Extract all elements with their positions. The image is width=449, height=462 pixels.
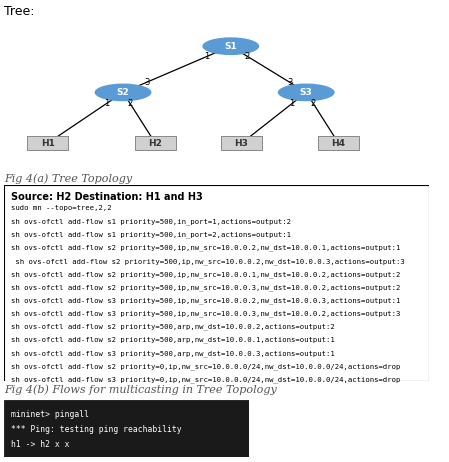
Text: 1: 1 xyxy=(204,52,210,61)
Text: sh ovs-ofctl add-flow s2 priority=500,ip,nw_src=10.0.0.1,nw_dst=10.0.0.2,actions: sh ovs-ofctl add-flow s2 priority=500,ip… xyxy=(11,271,400,278)
FancyBboxPatch shape xyxy=(4,185,429,381)
FancyBboxPatch shape xyxy=(318,136,359,150)
Text: sh ovs-ofctl add-flow s3 priority=0,ip,nw_src=10.0.0.0/24,nw_dst=10.0.0.0/24,act: sh ovs-ofctl add-flow s3 priority=0,ip,n… xyxy=(11,376,400,383)
Text: S3: S3 xyxy=(300,88,313,97)
Text: H3: H3 xyxy=(235,139,248,148)
Text: Fig 4(a) Tree Topology: Fig 4(a) Tree Topology xyxy=(4,173,132,184)
Text: sh ovs-ofctl add-flow s2 priority=500,ip,nw_src=10.0.0.2,nw_dst=10.0.0.1,actions: sh ovs-ofctl add-flow s2 priority=500,ip… xyxy=(11,245,400,251)
Text: H2: H2 xyxy=(149,139,162,148)
Text: Source: H2 Destination: H1 and H3: Source: H2 Destination: H1 and H3 xyxy=(11,192,202,202)
Text: sh ovs-ofctl add-flow s3 priority=500,ip,nw_src=10.0.0.3,nw_dst=10.0.0.2,actions: sh ovs-ofctl add-flow s3 priority=500,ip… xyxy=(11,310,400,317)
FancyBboxPatch shape xyxy=(4,400,249,457)
Text: Fig 4(b) Flows for multicasting in Tree Topology: Fig 4(b) Flows for multicasting in Tree … xyxy=(4,384,277,395)
Text: 3: 3 xyxy=(144,78,150,87)
Text: 2: 2 xyxy=(128,99,133,108)
Text: H1: H1 xyxy=(41,139,54,148)
FancyBboxPatch shape xyxy=(135,136,176,150)
Text: sh ovs-ofctl add-flow s2 priority=500,ip,nw_src=10.0.0.3,nw_dst=10.0.0.2,actions: sh ovs-ofctl add-flow s2 priority=500,ip… xyxy=(11,284,400,291)
FancyBboxPatch shape xyxy=(221,136,262,150)
Text: sudo mn --topo=tree,2,2: sudo mn --topo=tree,2,2 xyxy=(11,206,111,212)
Ellipse shape xyxy=(202,37,259,55)
Text: sh ovs-ofctl add-flow s2 priority=500,ip,nw_src=10.0.0.2,nw_dst=10.0.0.3,actions: sh ovs-ofctl add-flow s2 priority=500,ip… xyxy=(11,258,405,265)
Text: sh ovs-ofctl add-flow s1 priority=500,in_port=2,actions=output:1: sh ovs-ofctl add-flow s1 priority=500,in… xyxy=(11,232,291,238)
Text: S1: S1 xyxy=(224,42,237,51)
Text: h1 -> h2 x x: h1 -> h2 x x xyxy=(11,440,69,449)
Text: 1: 1 xyxy=(289,99,295,108)
Text: *** Ping: testing ping reachability: *** Ping: testing ping reachability xyxy=(11,425,181,434)
Ellipse shape xyxy=(95,84,151,101)
Text: mininet> pingall: mininet> pingall xyxy=(11,410,88,419)
Text: sh ovs-ofctl add-flow s3 priority=500,ip,nw_src=10.0.0.2,nw_dst=10.0.0.3,actions: sh ovs-ofctl add-flow s3 priority=500,ip… xyxy=(11,298,400,304)
Text: sh ovs-ofctl add-flow s1 priority=500,in_port=1,actions=output:2: sh ovs-ofctl add-flow s1 priority=500,in… xyxy=(11,219,291,225)
Text: sh ovs-ofctl add-flow s2 priority=0,ip,nw_src=10.0.0.0/24,nw_dst=10.0.0.0/24,act: sh ovs-ofctl add-flow s2 priority=0,ip,n… xyxy=(11,363,400,370)
FancyBboxPatch shape xyxy=(27,136,68,150)
Text: 1: 1 xyxy=(104,99,109,108)
Text: 2: 2 xyxy=(245,52,250,61)
Ellipse shape xyxy=(278,84,335,101)
Text: 2: 2 xyxy=(311,99,316,108)
Text: 3: 3 xyxy=(287,78,292,87)
Text: sh ovs-ofctl add-flow s2 priority=500,arp,nw_dst=10.0.0.1,actions=output:1: sh ovs-ofctl add-flow s2 priority=500,ar… xyxy=(11,337,335,343)
Text: Tree:: Tree: xyxy=(4,5,35,18)
Text: sh ovs-ofctl add-flow s2 priority=500,arp,nw_dst=10.0.0.2,actions=output:2: sh ovs-ofctl add-flow s2 priority=500,ar… xyxy=(11,324,335,330)
Text: S2: S2 xyxy=(117,88,129,97)
Text: sh ovs-ofctl add-flow s3 priority=500,arp,nw_dst=10.0.0.3,actions=output:1: sh ovs-ofctl add-flow s3 priority=500,ar… xyxy=(11,350,335,357)
Text: H4: H4 xyxy=(331,139,346,148)
